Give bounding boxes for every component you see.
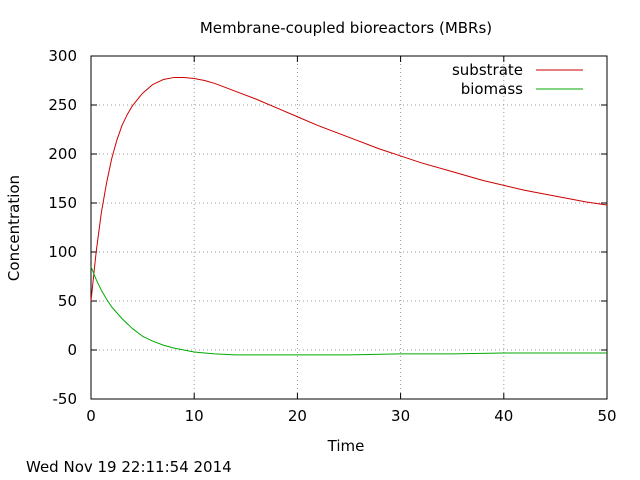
series-line-substrate (90, 77, 608, 302)
y-tick-label: 300 (48, 47, 77, 65)
legend-label-biomass: biomass (461, 80, 523, 98)
axis-ticks: 0 10 20 30 40 50 -50 0 50 100 150 200 250 300 (48, 47, 616, 425)
series-layer (90, 77, 608, 356)
y-tick-label: 50 (58, 292, 77, 310)
y-tick-label: 100 (48, 243, 77, 261)
y-tick-label: 200 (48, 145, 77, 163)
grid-lines (91, 56, 607, 399)
y-axis-label: Concentration (5, 175, 23, 281)
x-tick-label: 40 (494, 407, 513, 425)
series-line-biomass (90, 266, 607, 356)
x-tick-label: 0 (86, 407, 96, 425)
y-tick-label: 250 (48, 96, 77, 114)
plot-frame (90, 55, 608, 400)
y-tick-label: -50 (53, 390, 78, 408)
legend-label-substrate: substrate (452, 61, 523, 79)
x-axis-label: Time (327, 437, 365, 455)
x-tick-label: 10 (185, 407, 204, 425)
y-tick-label: 150 (48, 194, 77, 212)
timestamp: Wed Nov 19 22:11:54 2014 (26, 458, 232, 476)
x-tick-label: 50 (597, 407, 616, 425)
x-tick-label: 20 (288, 407, 307, 425)
chart-title: Membrane-coupled bioreactors (MBRs) (200, 19, 492, 37)
y-tick-label: 0 (67, 341, 77, 359)
x-tick-label: 30 (391, 407, 410, 425)
